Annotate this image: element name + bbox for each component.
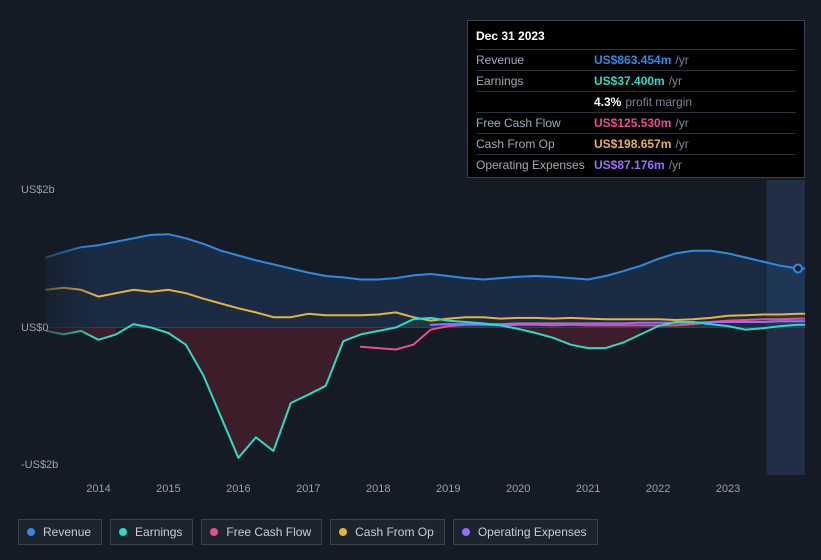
tooltip-value: US$863.454m bbox=[594, 53, 671, 67]
y-tick-label: US$0 bbox=[21, 322, 49, 334]
legend-label: Free Cash Flow bbox=[226, 525, 311, 539]
y-tick-label: -US$2b bbox=[21, 459, 58, 471]
legend-dot bbox=[27, 528, 35, 536]
tooltip-label: Free Cash Flow bbox=[476, 116, 594, 130]
tooltip-unit: /yr bbox=[675, 53, 688, 67]
tooltip-panel: Dec 31 2023 RevenueUS$863.454m/yrEarning… bbox=[467, 20, 805, 178]
tooltip-row-revenue: RevenueUS$863.454m/yr bbox=[476, 50, 796, 71]
tooltip-sub-text: profit margin bbox=[625, 95, 692, 109]
legend-dot bbox=[119, 528, 127, 536]
legend-label: Earnings bbox=[135, 525, 182, 539]
x-tick-label: 2018 bbox=[366, 483, 390, 495]
tooltip-rows: RevenueUS$863.454m/yrEarningsUS$37.400m/… bbox=[476, 50, 796, 175]
tooltip-value: US$37.400m bbox=[594, 74, 665, 88]
tooltip-label: Cash From Op bbox=[476, 137, 594, 151]
tooltip-label: Earnings bbox=[476, 74, 594, 88]
tooltip-row-earnings: EarningsUS$37.400m/yr bbox=[476, 71, 796, 92]
legend-item-revenue[interactable]: Revenue bbox=[18, 519, 102, 545]
tooltip-value: US$198.657m bbox=[594, 137, 671, 151]
x-tick-label: 2022 bbox=[646, 483, 670, 495]
chart-svg bbox=[16, 160, 805, 495]
legend-item-opex[interactable]: Operating Expenses bbox=[453, 519, 598, 545]
legend-dot bbox=[210, 528, 218, 536]
x-tick-label: 2016 bbox=[226, 483, 250, 495]
legend-item-fcf[interactable]: Free Cash Flow bbox=[201, 519, 322, 545]
x-tick-label: 2017 bbox=[296, 483, 320, 495]
x-tick-label: 2023 bbox=[716, 483, 740, 495]
series-line-earnings bbox=[46, 318, 805, 458]
legend-label: Cash From Op bbox=[355, 525, 434, 539]
tooltip-unit: /yr bbox=[675, 137, 688, 151]
x-tick-label: 2020 bbox=[506, 483, 530, 495]
legend-item-cfo[interactable]: Cash From Op bbox=[330, 519, 445, 545]
legend-label: Revenue bbox=[43, 525, 91, 539]
tooltip-row-cfo: Cash From OpUS$198.657m/yr bbox=[476, 134, 796, 155]
legend-dot bbox=[339, 528, 347, 536]
x-tick-label: 2021 bbox=[576, 483, 600, 495]
tooltip-value: US$125.530m bbox=[594, 116, 671, 130]
cursor-marker bbox=[794, 265, 802, 273]
y-tick-label: US$2b bbox=[21, 184, 55, 196]
x-tick-label: 2015 bbox=[156, 483, 180, 495]
tooltip-label: Revenue bbox=[476, 53, 594, 67]
tooltip-unit: /yr bbox=[669, 74, 682, 88]
tooltip-unit: /yr bbox=[675, 116, 688, 130]
legend-dot bbox=[462, 528, 470, 536]
chart-area[interactable]: US$2b US$0 -US$2b 2014 2015 2016 2017 2018 2019… bbox=[16, 160, 805, 495]
legend: Revenue Earnings Free Cash Flow Cash From O… bbox=[18, 519, 598, 545]
x-tick-label: 2019 bbox=[436, 483, 460, 495]
legend-item-earnings[interactable]: Earnings bbox=[110, 519, 193, 545]
legend-label: Operating Expenses bbox=[478, 525, 587, 539]
x-tick-label: 2014 bbox=[86, 483, 110, 495]
tooltip-sub-pct: 4.3% bbox=[594, 95, 621, 109]
tooltip-date: Dec 31 2023 bbox=[476, 25, 796, 50]
tooltip-row-fcf: Free Cash FlowUS$125.530m/yr bbox=[476, 113, 796, 134]
tooltip-subrow-earnings: 4.3% profit margin bbox=[476, 92, 796, 113]
